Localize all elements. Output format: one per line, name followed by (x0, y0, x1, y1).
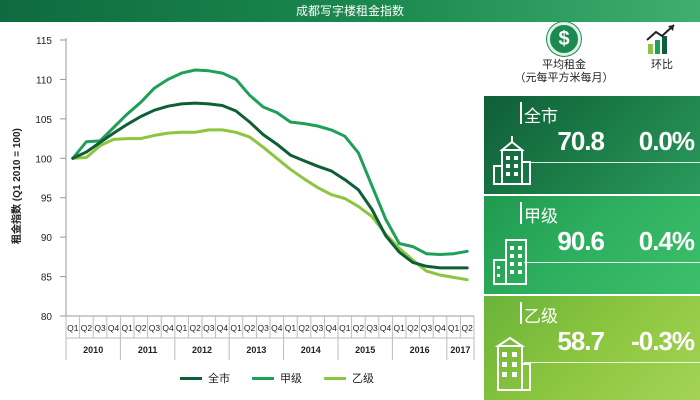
office-tower-icon (492, 136, 532, 191)
qoq-header: 环比 (624, 22, 700, 72)
chart-area: 80 85 90 95 100 105 110 115 Q1 Q2 Q3 Q4 Q1 Q2 Q3 Q4 Q1 Q2… (0, 22, 480, 400)
card-underline (524, 262, 700, 263)
legend-swatch-grade-a (252, 376, 274, 380)
x-tick-label-quarter: Q3 (366, 323, 378, 333)
x-tick-label-year: 2017 (450, 345, 470, 355)
y-tick-label: 105 (35, 115, 52, 126)
x-tick-label-quarter: Q4 (326, 323, 338, 333)
card-divider (520, 302, 522, 324)
x-tick-label-quarter: Q2 (190, 323, 202, 333)
y-tick-label: 95 (41, 194, 53, 205)
card-underline (524, 162, 700, 163)
legend-item-grade-a: 甲级 (252, 370, 302, 386)
x-tick-label-year: 2011 (138, 345, 158, 355)
x-tick-label-quarter: Q1 (122, 323, 134, 333)
y-tick-label: 80 (41, 312, 53, 323)
chart-title: 成都写字楼租金指数 (0, 0, 700, 22)
x-tick-label-quarter: Q2 (353, 323, 365, 333)
y-tick-label: 90 (41, 233, 53, 244)
x-tick-label-year: 2012 (192, 345, 212, 355)
dollar-coin-icon: $ (547, 22, 581, 56)
card-grade-b: 乙级 58.7 -0.3% (484, 296, 700, 400)
chart-legend: 全市 甲级 乙级 (180, 370, 374, 386)
x-tick-label-quarter: Q1 (448, 323, 460, 333)
x-tick-label-quarter: Q4 (380, 323, 392, 333)
card-underline (524, 362, 700, 363)
avg-rent-value: 58.7 (557, 326, 605, 356)
card-name: 甲级 (524, 207, 558, 226)
x-tick-label-quarter: Q3 (94, 323, 106, 333)
legend-swatch-overall (180, 376, 202, 380)
x-tick-label-year: 2013 (246, 345, 266, 355)
x-tick-label-quarter: Q2 (81, 323, 93, 333)
office-block-icon (492, 336, 532, 397)
x-tick-label-quarter: Q1 (394, 323, 406, 333)
card-grade-a: 甲级 90.6 0.4% (484, 196, 700, 294)
card-overall: 全市 70.8 0.0% (484, 96, 700, 194)
x-tick-label-quarter: Q3 (421, 323, 433, 333)
x-tick-label-quarter: Q1 (339, 323, 351, 333)
qoq-label: 环比 (651, 59, 673, 71)
y-tick-label: 85 (41, 273, 53, 284)
qoq-change-value: -0.3% (631, 326, 695, 356)
avg-rent-value: 70.8 (557, 126, 605, 156)
x-tick-label-quarter: Q4 (108, 323, 120, 333)
card-divider (520, 102, 522, 124)
y-tick-label: 115 (36, 36, 52, 47)
x-tick-label-quarter: Q2 (407, 323, 419, 333)
x-tick-label-quarter: Q2 (244, 323, 256, 333)
x-tick-label-year: 2016 (410, 345, 430, 355)
y-tick-label: 110 (36, 75, 52, 86)
x-tick-label-quarter: Q3 (312, 323, 324, 333)
legend-item-grade-b: 乙级 (324, 370, 374, 386)
y-axis-label: 租金指数 (Q1 2010 = 100) (12, 128, 23, 244)
y-tick-label: 100 (35, 154, 52, 165)
x-tick-label-quarter: Q1 (285, 323, 297, 333)
card-divider (520, 202, 522, 224)
x-tick-label-quarter: Q3 (149, 323, 161, 333)
x-tick-label-quarter: Q1 (176, 323, 188, 333)
avg-rent-value: 90.6 (557, 226, 605, 256)
x-tick-label-quarter: Q2 (462, 323, 474, 333)
x-tick-label-quarter: Q2 (298, 323, 310, 333)
summary-header: $ 平均租金 （元每平方米每月） 环比 (484, 22, 700, 96)
qoq-change-value: 0.0% (638, 126, 695, 156)
series-line-grade-b (71, 128, 469, 282)
legend-label: 甲级 (280, 373, 302, 385)
x-tick-label-year: 2015 (355, 345, 375, 355)
legend-label: 全市 (208, 373, 230, 385)
x-tick-label-quarter: Q4 (434, 323, 446, 333)
office-building-icon (492, 236, 532, 291)
x-tick-label-quarter: Q4 (217, 323, 229, 333)
x-tick-label-quarter: Q4 (162, 323, 174, 333)
card-name: 全市 (524, 107, 558, 126)
avg-rent-label: 平均租金 (542, 59, 586, 71)
x-tick-label-quarter: Q2 (135, 323, 147, 333)
x-tick-label-year: 2010 (83, 345, 103, 355)
growth-chart-icon (644, 22, 680, 56)
avg-rent-header: $ 平均租金 （元每平方米每月） (484, 22, 644, 85)
avg-rent-unit: （元每平方米每月） (514, 72, 614, 84)
series-line-overall (71, 101, 469, 270)
series-line-grade-a (71, 68, 469, 256)
rent-summary-panel: $ 平均租金 （元每平方米每月） 环比 全市 70.8 0.0% (484, 22, 700, 400)
x-tick-label-quarter: Q1 (230, 323, 242, 333)
card-name: 乙级 (524, 307, 558, 326)
legend-item-overall: 全市 (180, 370, 230, 386)
legend-swatch-grade-b (324, 376, 346, 380)
x-tick-label-year: 2014 (301, 345, 321, 355)
qoq-change-value: 0.4% (638, 226, 695, 256)
x-tick-label-quarter: Q3 (258, 323, 270, 333)
legend-label: 乙级 (352, 373, 374, 385)
x-tick-label-quarter: Q1 (67, 323, 79, 333)
x-tick-label-quarter: Q3 (203, 323, 215, 333)
x-tick-label-quarter: Q4 (271, 323, 283, 333)
